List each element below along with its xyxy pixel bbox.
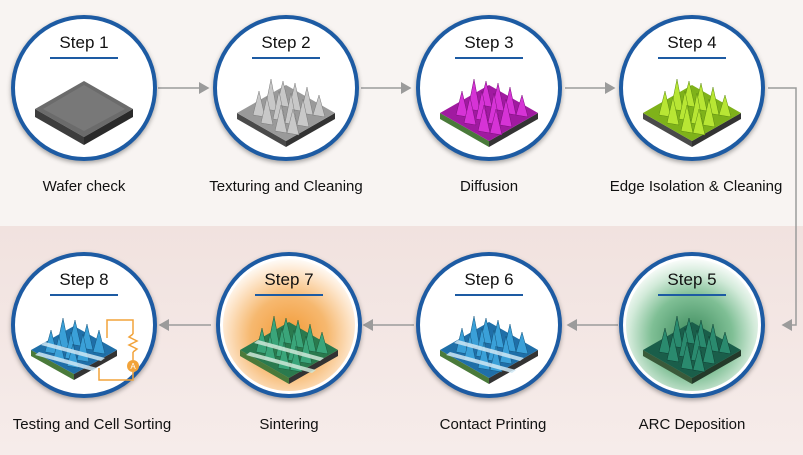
step-3-caption: Diffusion bbox=[459, 178, 519, 195]
svg-text:A: A bbox=[130, 362, 136, 371]
tested-wafer-icon: A bbox=[31, 317, 139, 381]
step-7-caption: Sintering bbox=[259, 416, 319, 433]
step-5-caption: ARC Deposition bbox=[638, 416, 746, 433]
step-2-caption: Texturing and Cleaning bbox=[209, 178, 363, 195]
step-4-node: Step 4 bbox=[619, 15, 765, 161]
step-7-label: Step 7 bbox=[264, 270, 314, 289]
plain-wafer-icon bbox=[35, 81, 133, 145]
textured-wafer-icon bbox=[237, 78, 335, 147]
step-3-label: Step 3 bbox=[464, 33, 514, 52]
step-6-label: Step 6 bbox=[464, 270, 514, 289]
step-4-caption: Edge Isolation & Cleaning bbox=[609, 178, 783, 195]
step-8-caption: Testing and Cell Sorting bbox=[12, 416, 172, 433]
step-6-caption: Contact Printing bbox=[439, 416, 547, 433]
arrow-step4-to-step5 bbox=[768, 87, 797, 331]
ammeter-icon bbox=[127, 360, 139, 372]
arc-coated-wafer-icon bbox=[643, 315, 741, 384]
step-2-label: Step 2 bbox=[261, 33, 311, 52]
step-6-node: Step 6 bbox=[416, 252, 562, 398]
diffusion-wafer-icon bbox=[440, 78, 538, 147]
step-1-node: Step 1 bbox=[11, 15, 157, 161]
step-5-label: Step 5 bbox=[667, 270, 717, 289]
step-7-node: Step 7 bbox=[216, 252, 362, 398]
sintered-wafer-icon bbox=[240, 315, 338, 384]
test-circuit-icon bbox=[98, 319, 139, 381]
step-8-label: Step 8 bbox=[59, 270, 109, 289]
contact-printed-wafer-icon bbox=[440, 315, 538, 384]
edge-isolated-wafer-icon bbox=[643, 78, 741, 147]
step-3-node: Step 3 bbox=[416, 15, 562, 161]
step-8-node: Step 8 A bbox=[11, 252, 157, 398]
step-2-node: Step 2 bbox=[213, 15, 359, 161]
step-1-label: Step 1 bbox=[59, 33, 109, 52]
step-1-caption: Wafer check bbox=[42, 178, 126, 195]
step-5-node: Step 5 bbox=[619, 252, 765, 398]
step-4-label: Step 4 bbox=[667, 33, 717, 52]
